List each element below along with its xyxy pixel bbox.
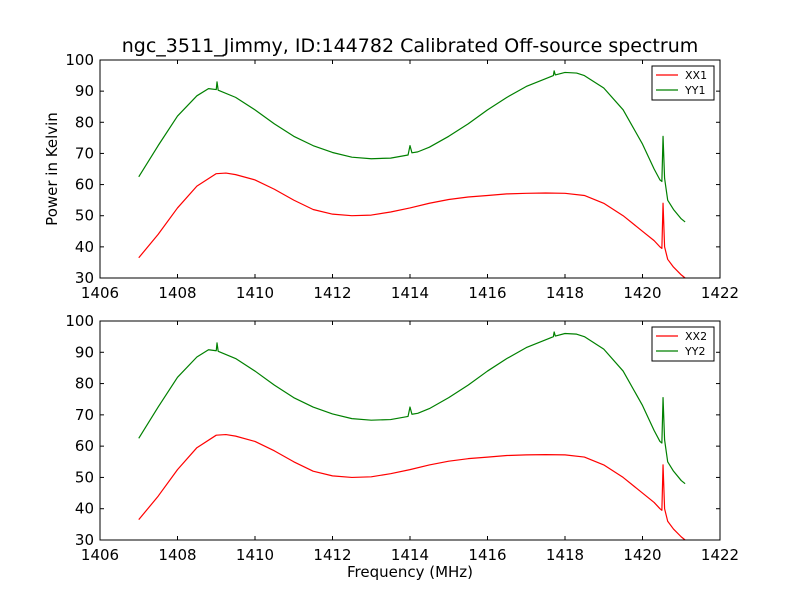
panel-2-series-yy2-line xyxy=(138,331,686,485)
panel-2-legend-label-xx2: XX2 xyxy=(685,330,707,343)
panel-2-x-axis-label: Frequency (MHz) xyxy=(347,563,473,581)
panel-1-x-tick-label: 1414 xyxy=(391,284,429,302)
panel-1-legend-label-yy1: YY1 xyxy=(684,84,705,97)
panel-1-y-tick-label: 80 xyxy=(75,113,94,131)
panel-1-x-tick-label: 1410 xyxy=(236,284,274,302)
panel-1-y-tick-label: 100 xyxy=(65,51,94,69)
panel-2-x-tick-label: 1408 xyxy=(158,546,196,564)
panel-1-y-tick-label: 50 xyxy=(75,207,94,225)
panel-2-y-tick-label: 30 xyxy=(75,531,94,549)
panel-1-y-tick-label: 60 xyxy=(75,176,94,194)
figure-title: ngc_3511_Jimmy, ID:144782 Calibrated Off… xyxy=(122,35,699,57)
panel-1-y-tick-label: 70 xyxy=(75,144,94,162)
panel-1-series-xx1-line xyxy=(138,172,686,279)
panel-1-x-tick-label: 1422 xyxy=(701,284,739,302)
panel-1-x-tick-label: 1408 xyxy=(158,284,196,302)
panel-2-x-tick-label: 1416 xyxy=(468,546,506,564)
panel-2-y-tick-label: 90 xyxy=(75,343,94,361)
panel-1-y-axis-label: Power in Kelvin xyxy=(43,112,61,226)
panel-2-x-tick-label: 1410 xyxy=(236,546,274,564)
panel-1-y-tick-label: 30 xyxy=(75,269,94,287)
panel-2-x-tick-label: 1406 xyxy=(81,546,119,564)
bottom-panel: 1406 1408 1410 1412 1414 1416 1418 1420 1422 30 40… xyxy=(65,312,739,581)
panel-1-x-tick-label: 1418 xyxy=(546,284,584,302)
panel-2-x-tick-label: 1422 xyxy=(701,546,739,564)
panel-2-y-tick-label: 100 xyxy=(65,312,94,330)
panel-1-y-tick-label: 90 xyxy=(75,82,94,100)
panel-2-legend-box xyxy=(651,326,715,362)
panel-2-x-tick-label: 1414 xyxy=(391,546,429,564)
panel-2-x-tick-label: 1418 xyxy=(546,546,584,564)
panel-1-x-tick-label: 1416 xyxy=(468,284,506,302)
panel-2-y-tick-label: 40 xyxy=(75,500,94,518)
panel-2-y-tick-label: 50 xyxy=(75,468,94,486)
panel-1-legend-box xyxy=(651,65,715,101)
top-panel: 1406 1408 1410 1412 1414 1416 1418 1420 1422 30 40… xyxy=(43,51,739,302)
panel-1-series-yy1-line xyxy=(138,70,686,223)
panel-1-x-tick-label: 1412 xyxy=(313,284,351,302)
panel-2-x-tick-label: 1412 xyxy=(313,546,351,564)
panel-2-y-tick-label: 70 xyxy=(75,406,94,424)
panel-1-y-tick-label: 40 xyxy=(75,238,94,256)
panel-1-x-tick-label: 1406 xyxy=(81,284,119,302)
panel-2-series-xx2-line xyxy=(138,433,686,541)
panel-2-legend-label-yy2: YY2 xyxy=(684,345,705,358)
panel-2-y-tick-label: 60 xyxy=(75,437,94,455)
panel-1-x-tick-label: 1420 xyxy=(623,284,661,302)
panel-1-legend-label-xx1: XX1 xyxy=(685,69,707,82)
panel-2-y-tick-label: 80 xyxy=(75,375,94,393)
panel-2-x-tick-label: 1420 xyxy=(623,546,661,564)
